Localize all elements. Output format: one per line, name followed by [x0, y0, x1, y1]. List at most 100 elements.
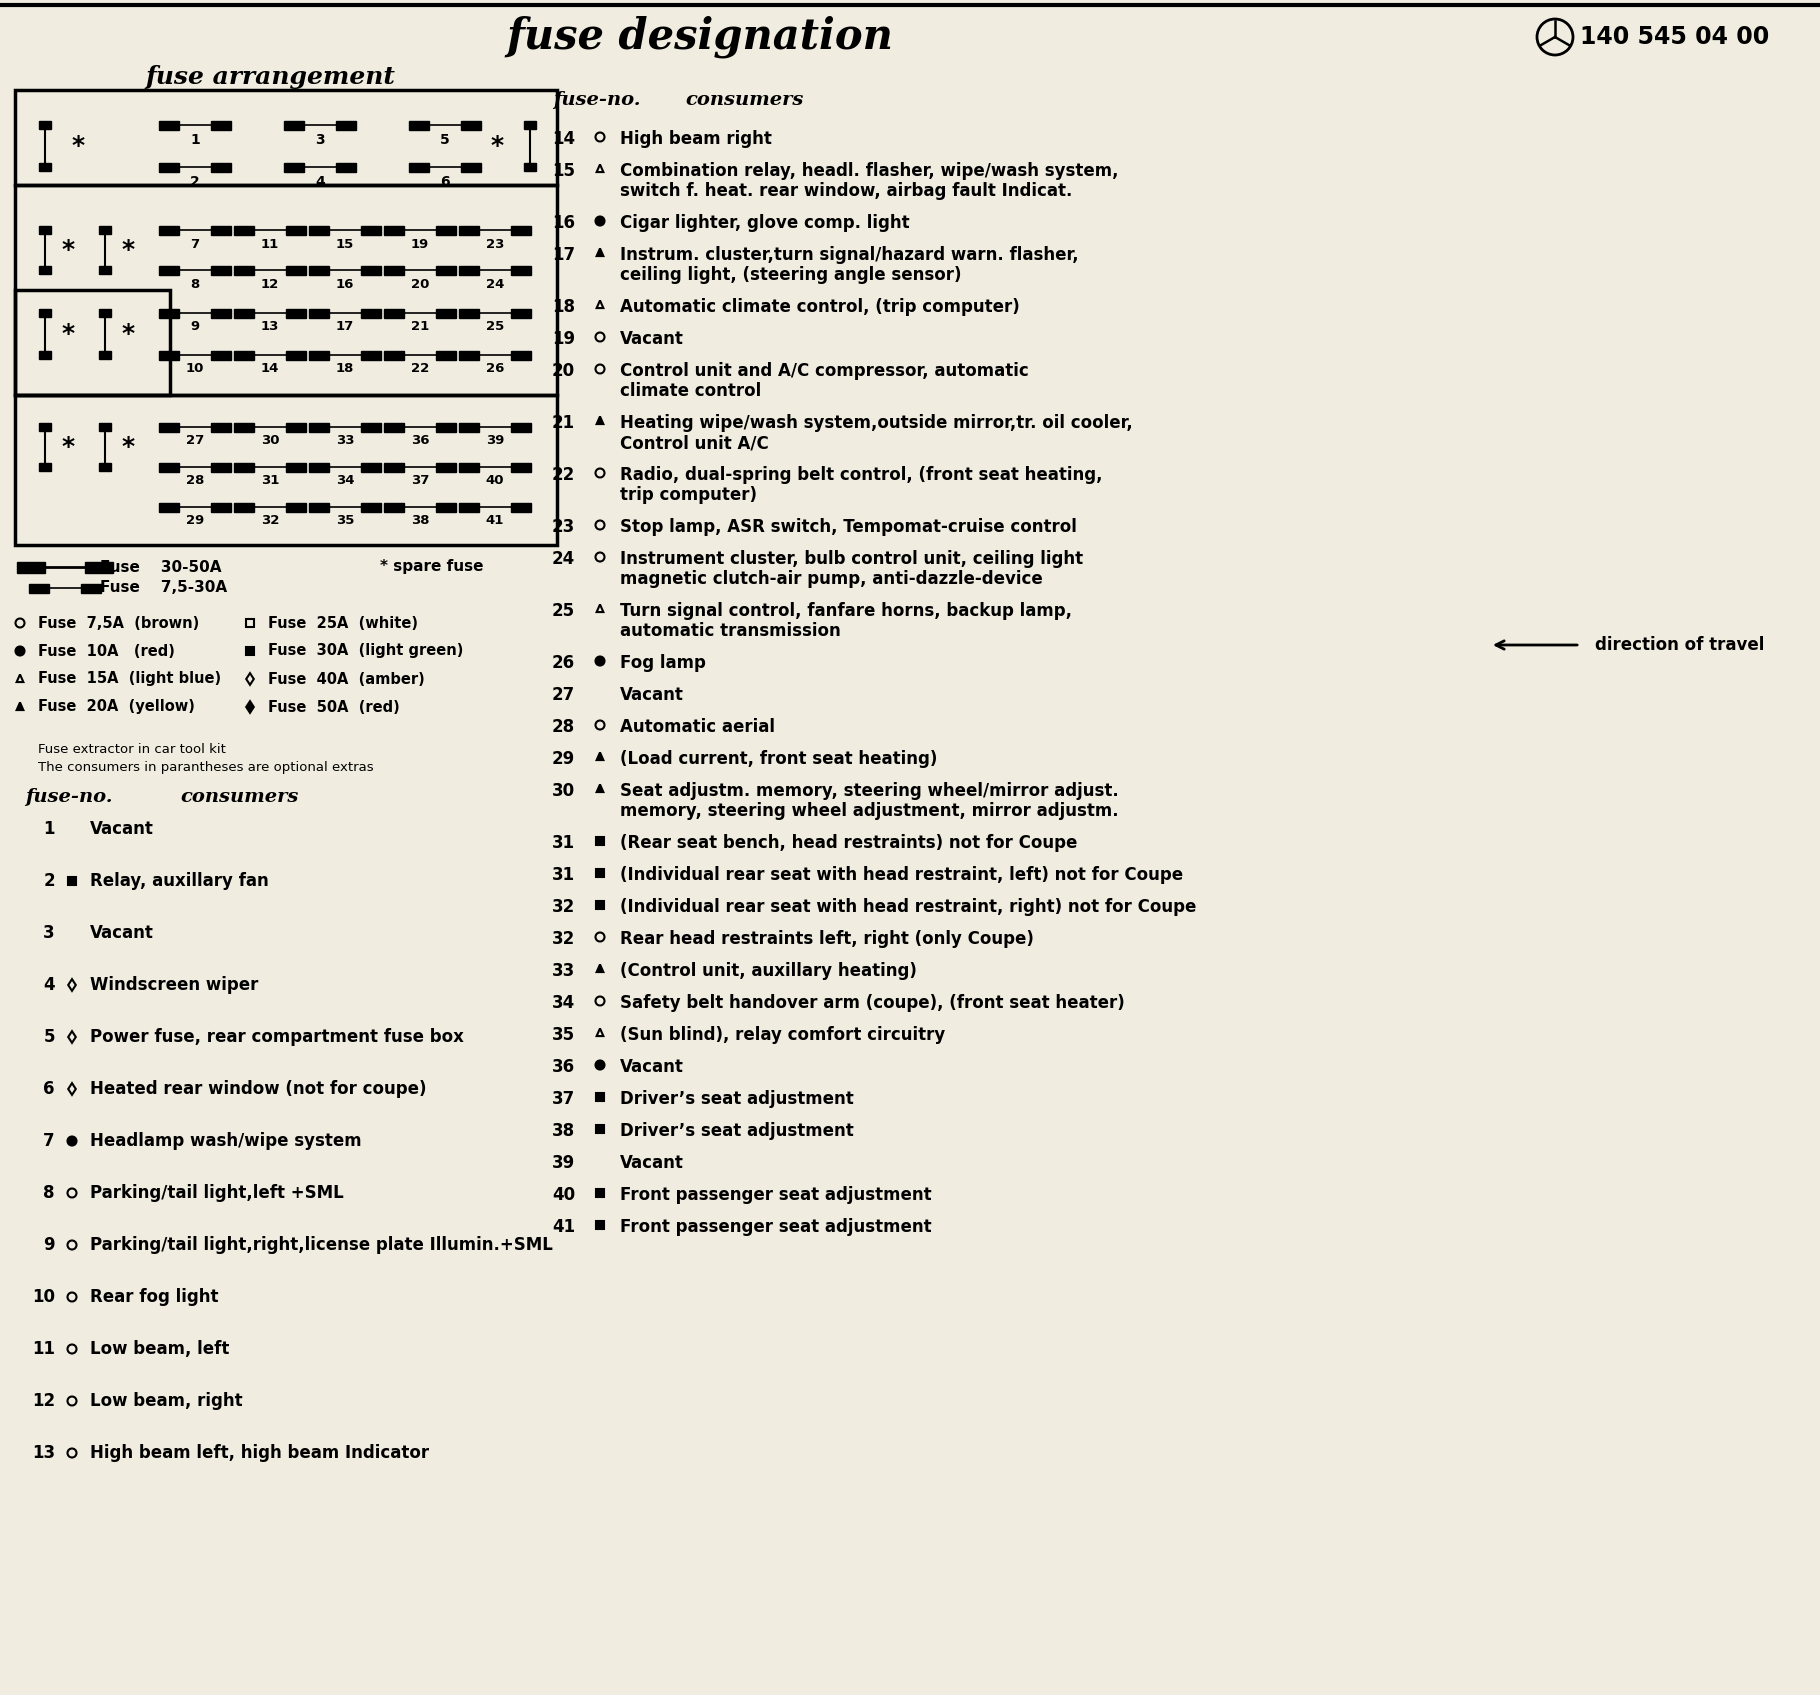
- Text: 21: 21: [411, 320, 430, 334]
- Bar: [286, 308, 306, 317]
- Bar: [16, 561, 46, 573]
- Text: 2: 2: [44, 871, 55, 890]
- Text: Low beam, right: Low beam, right: [89, 1392, 242, 1410]
- Bar: [511, 266, 531, 275]
- Bar: [235, 266, 255, 275]
- Text: (Control unit, auxillary heating): (Control unit, auxillary heating): [621, 963, 917, 980]
- Bar: [211, 422, 231, 432]
- Bar: [38, 225, 51, 234]
- Text: 31: 31: [260, 475, 278, 488]
- Bar: [211, 502, 231, 512]
- Text: Cigar lighter, glove comp. light: Cigar lighter, glove comp. light: [621, 214, 910, 232]
- Bar: [15, 290, 169, 395]
- Bar: [459, 225, 479, 234]
- Bar: [211, 120, 231, 129]
- Text: 9: 9: [191, 320, 200, 334]
- Bar: [211, 463, 231, 471]
- Text: 16: 16: [551, 214, 575, 232]
- Text: 17: 17: [551, 246, 575, 264]
- Text: 9: 9: [44, 1236, 55, 1254]
- Text: 18: 18: [337, 363, 355, 376]
- Text: 39: 39: [486, 434, 504, 447]
- Text: Front passenger seat adjustment: Front passenger seat adjustment: [621, 1219, 932, 1236]
- Bar: [597, 1093, 604, 1100]
- Text: 19: 19: [551, 331, 575, 347]
- Polygon shape: [597, 964, 604, 971]
- Bar: [437, 308, 457, 317]
- Text: 32: 32: [551, 931, 575, 948]
- Text: 8: 8: [191, 278, 200, 290]
- Text: 30: 30: [551, 781, 575, 800]
- Bar: [384, 422, 404, 432]
- Text: 23: 23: [486, 237, 504, 251]
- Text: automatic transmission: automatic transmission: [621, 622, 841, 641]
- Text: *: *: [62, 436, 75, 459]
- Text: 37: 37: [411, 475, 430, 488]
- Bar: [437, 266, 457, 275]
- Text: Power fuse, rear compartment fuse box: Power fuse, rear compartment fuse box: [89, 1027, 464, 1046]
- Text: 23: 23: [551, 519, 575, 536]
- Circle shape: [67, 1137, 76, 1146]
- Bar: [158, 463, 178, 471]
- Text: 6: 6: [44, 1080, 55, 1098]
- Text: 4: 4: [315, 175, 326, 188]
- Bar: [384, 463, 404, 471]
- Bar: [158, 120, 178, 129]
- Text: Automatic aerial: Automatic aerial: [621, 719, 775, 736]
- Bar: [360, 502, 380, 512]
- Text: 36: 36: [551, 1058, 575, 1076]
- Text: Fuse  7,5A  (brown): Fuse 7,5A (brown): [38, 615, 198, 631]
- Text: Seat adjustm. memory, steering wheel/mirror adjust.: Seat adjustm. memory, steering wheel/mir…: [621, 781, 1119, 800]
- Bar: [597, 837, 604, 844]
- Text: Radio, dual-spring belt control, (front seat heating,: Radio, dual-spring belt control, (front …: [621, 466, 1103, 485]
- Text: 35: 35: [551, 1025, 575, 1044]
- Text: 41: 41: [486, 515, 504, 527]
- Text: Parking/tail light,right,license plate Illumin.+SML: Parking/tail light,right,license plate I…: [89, 1236, 553, 1254]
- Text: *: *: [62, 322, 75, 346]
- Text: 13: 13: [33, 1444, 55, 1463]
- Circle shape: [16, 646, 24, 656]
- Text: 6: 6: [440, 175, 450, 188]
- Text: climate control: climate control: [621, 381, 761, 400]
- Text: Heating wipe/wash system,outside mirror,tr. oil cooler,: Heating wipe/wash system,outside mirror,…: [621, 414, 1132, 432]
- Text: Fuse  10A   (red): Fuse 10A (red): [38, 644, 175, 658]
- Text: 12: 12: [260, 278, 278, 290]
- Text: Fog lamp: Fog lamp: [621, 654, 706, 671]
- Text: Vacant: Vacant: [621, 331, 684, 347]
- Text: (Individual rear seat with head restraint, right) not for Coupe: (Individual rear seat with head restrain…: [621, 898, 1196, 915]
- Bar: [597, 1190, 604, 1197]
- Text: 32: 32: [260, 515, 278, 527]
- Bar: [38, 266, 51, 275]
- Text: 14: 14: [260, 363, 278, 376]
- Text: Rear head restraints left, right (only Coupe): Rear head restraints left, right (only C…: [621, 931, 1034, 948]
- Text: Vacant: Vacant: [621, 1058, 684, 1076]
- Text: 17: 17: [337, 320, 355, 334]
- Text: magnetic clutch-air pump, anti-dazzle-device: magnetic clutch-air pump, anti-dazzle-de…: [621, 570, 1043, 588]
- Text: Driver’s seat adjustment: Driver’s seat adjustment: [621, 1090, 854, 1109]
- Text: 18: 18: [551, 298, 575, 315]
- Text: Control unit A/C: Control unit A/C: [621, 434, 768, 453]
- Text: 32: 32: [551, 898, 575, 915]
- Text: 28: 28: [551, 719, 575, 736]
- Bar: [360, 463, 380, 471]
- Bar: [410, 120, 430, 129]
- Text: 36: 36: [411, 434, 430, 447]
- Text: 20: 20: [551, 363, 575, 380]
- Bar: [38, 308, 51, 317]
- Polygon shape: [246, 702, 253, 714]
- Bar: [360, 422, 380, 432]
- Bar: [309, 225, 329, 234]
- Text: 8: 8: [44, 1185, 55, 1202]
- Text: 16: 16: [337, 278, 355, 290]
- Bar: [460, 120, 480, 129]
- Circle shape: [595, 1061, 604, 1070]
- Bar: [309, 266, 329, 275]
- Polygon shape: [597, 753, 604, 759]
- Bar: [337, 120, 357, 129]
- Bar: [597, 902, 604, 909]
- Text: *: *: [122, 436, 135, 459]
- Bar: [597, 1222, 604, 1229]
- Bar: [158, 502, 178, 512]
- Text: 14: 14: [551, 131, 575, 147]
- Text: 3: 3: [44, 924, 55, 942]
